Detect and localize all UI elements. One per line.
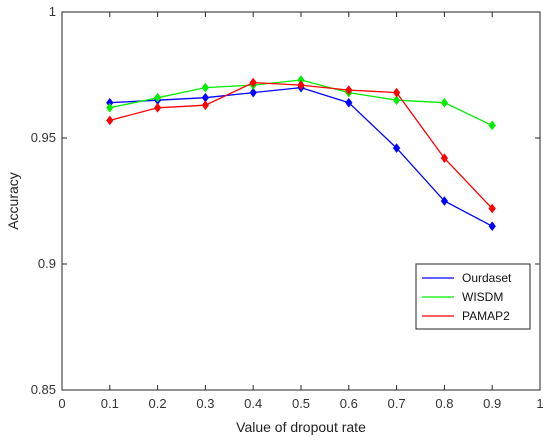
- data-point: [249, 77, 257, 88]
- x-tick-label: 0.2: [149, 396, 167, 411]
- y-axis: 0.85 0.9 0.95 1: [31, 4, 540, 397]
- data-point: [297, 80, 305, 90]
- x-tick-label: 0.6: [340, 396, 358, 411]
- legend-item: PAMAP2: [422, 309, 510, 323]
- data-point: [153, 102, 162, 113]
- data-point: [440, 97, 449, 108]
- series-group: [106, 75, 496, 232]
- y-tick-label: 0.85: [31, 382, 56, 397]
- y-tick-label: 1: [49, 4, 56, 19]
- legend-label: Ourdaset: [462, 271, 512, 285]
- data-point: [201, 100, 210, 111]
- data-point: [106, 102, 114, 113]
- legend-item: WISDM: [422, 290, 503, 304]
- legend-label: PAMAP2: [462, 309, 510, 323]
- y-tick-label: 0.95: [31, 130, 56, 145]
- data-point: [249, 87, 257, 98]
- data-point: [440, 153, 449, 164]
- data-point: [345, 85, 353, 96]
- x-tick-label: 0: [58, 396, 65, 411]
- data-point: [392, 87, 401, 98]
- x-tick-label: 0.8: [435, 396, 453, 411]
- x-tick-label: 0.5: [292, 396, 310, 411]
- data-point: [392, 143, 401, 153]
- series-pamap2: [106, 77, 496, 214]
- data-point: [488, 221, 496, 232]
- legend: Ourdaset WISDM PAMAP2: [415, 263, 531, 330]
- x-axis-label: Value of dropout rate: [236, 419, 366, 435]
- x-tick-label: 0.1: [101, 396, 119, 411]
- y-axis-label: Accuracy: [5, 172, 21, 230]
- x-tick-label: 1: [536, 396, 543, 411]
- x-axis: 0 0.1 0.2 0.3 0.4 0.5 0.6 0.7 0.8 0.9 1: [58, 12, 544, 411]
- x-tick-label: 0.4: [244, 396, 262, 411]
- y-tick-label: 0.9: [38, 256, 56, 271]
- data-point: [392, 95, 401, 106]
- legend-item: Ourdaset: [422, 271, 512, 285]
- x-tick-label: 0.3: [196, 396, 214, 411]
- series-wisdm: [106, 75, 496, 131]
- data-point: [488, 120, 496, 131]
- data-point: [153, 92, 162, 103]
- data-point: [345, 97, 353, 108]
- data-point: [440, 196, 449, 206]
- x-tick-label: 0.9: [483, 396, 501, 411]
- data-point: [106, 115, 114, 126]
- legend-label: WISDM: [462, 290, 503, 304]
- data-point: [488, 203, 496, 214]
- x-tick-label: 0.7: [388, 396, 406, 411]
- data-point: [201, 82, 210, 93]
